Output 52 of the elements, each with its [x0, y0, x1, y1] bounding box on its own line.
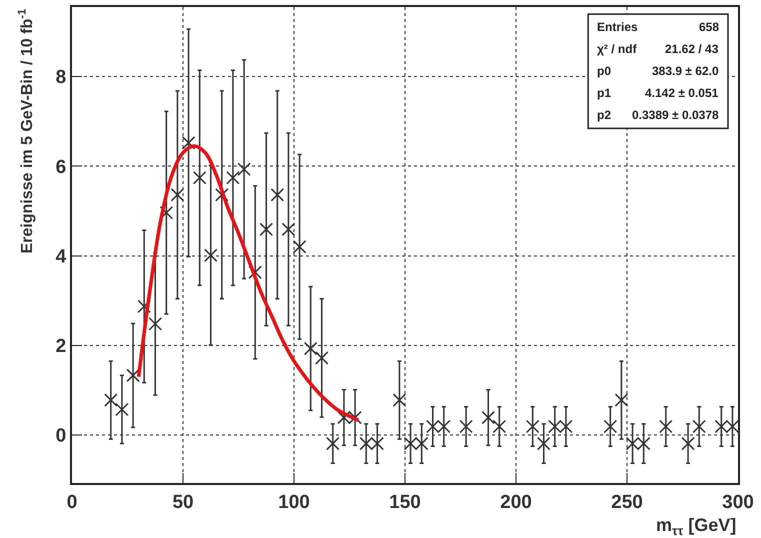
annotation: 383.9 ± 62.0	[652, 64, 719, 78]
point	[692, 420, 706, 434]
point	[182, 136, 196, 150]
x-tick-label: 300	[722, 492, 754, 513]
point	[614, 393, 628, 407]
y-tick-label: 4	[56, 246, 67, 268]
point	[292, 240, 306, 254]
point	[392, 393, 406, 407]
point	[237, 162, 251, 176]
point	[537, 436, 550, 450]
x-tick-label: 200	[500, 492, 532, 513]
point	[282, 222, 296, 236]
point	[148, 317, 162, 331]
y-tick-label: 8	[56, 67, 66, 88]
point	[126, 368, 140, 382]
line-series	[136, 144, 360, 422]
y-tick-label: 6	[56, 156, 66, 178]
point	[659, 420, 673, 434]
point	[137, 300, 151, 314]
y-tick-label: 0	[56, 426, 66, 447]
x-tick-label: 250	[611, 492, 643, 513]
annotation: p1	[597, 86, 612, 100]
point	[681, 436, 695, 450]
x-axis-title: m$_{ττ}$ [GeV]	[656, 515, 736, 538]
point	[492, 420, 506, 434]
x-tick-label: 100	[278, 492, 310, 513]
point	[104, 393, 118, 407]
point	[170, 188, 184, 202]
annotation: p2	[597, 108, 612, 122]
point	[459, 420, 473, 434]
annotation: 658	[699, 20, 720, 34]
point	[204, 248, 218, 262]
annotation: 21.62 / 43	[665, 42, 719, 56]
point	[482, 410, 495, 424]
point	[260, 222, 273, 236]
point	[604, 420, 618, 434]
annotation: 0.3389 ± 0.0378	[632, 108, 719, 122]
annotation: Entries	[597, 20, 638, 34]
point	[270, 188, 284, 202]
annotation: 4.142 ± 0.051	[645, 86, 719, 100]
annotation: p0	[597, 64, 612, 78]
point	[192, 171, 206, 185]
x-tick-label: 150	[389, 492, 421, 513]
point	[315, 351, 328, 365]
point	[304, 342, 318, 356]
y-tick-label: 2	[56, 336, 66, 358]
point	[326, 436, 340, 450]
annotation: χ² / ndf	[597, 42, 638, 56]
x-tick-label: 50	[172, 492, 194, 513]
point	[115, 402, 129, 416]
point	[526, 420, 540, 434]
point	[226, 171, 240, 185]
